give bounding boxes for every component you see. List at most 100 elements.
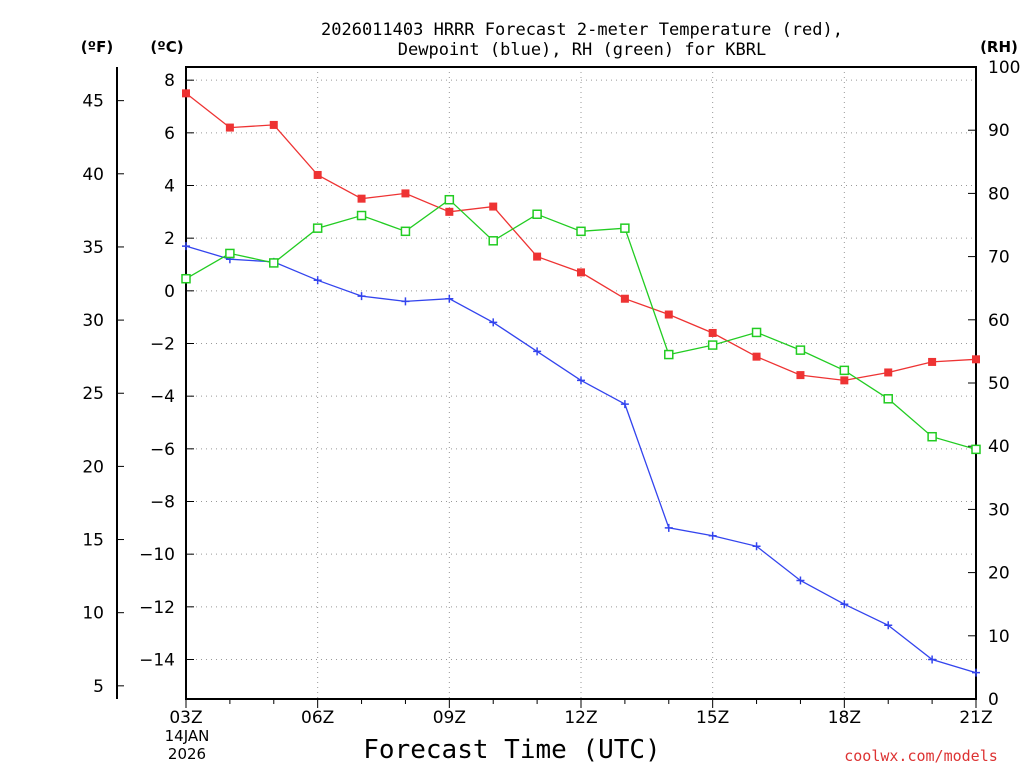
temperature-point	[664, 310, 673, 319]
temperature-point	[928, 357, 937, 366]
chart-title-line1: 2026011403 HRRR Forecast 2-meter Tempera…	[321, 20, 843, 40]
date-day-label: 14JAN	[165, 727, 210, 745]
rh-tick-label: 80	[988, 184, 1010, 204]
rh-point	[707, 340, 718, 350]
fahrenheit-unit-label: (ºF)	[81, 38, 113, 56]
axes: 4540353025201510586420−2−4−6−8−10−12−141…	[82, 58, 1020, 728]
celsius-tick-label: −4	[150, 387, 175, 407]
rh-unit-label: (RH)	[980, 38, 1018, 56]
temperature-point	[445, 207, 454, 216]
grid	[186, 67, 976, 699]
temperature-point	[533, 252, 542, 261]
rh-point	[488, 236, 498, 246]
fahrenheit-tick-label: 25	[82, 384, 104, 404]
rh-point	[576, 226, 586, 237]
celsius-tick-label: 8	[164, 71, 175, 91]
x-tick-label: 09Z	[433, 708, 466, 728]
rh-point	[927, 431, 937, 442]
dewpoint-point	[401, 297, 410, 306]
dewpoint-point	[752, 542, 761, 551]
temperature-point	[577, 268, 585, 277]
temperature-point	[225, 123, 234, 132]
fahrenheit-tick-label: 45	[82, 92, 104, 112]
celsius-unit-label: (ºC)	[150, 38, 183, 56]
rh-tick-label: 10	[988, 627, 1010, 647]
chart-title-line2: Dewpoint (blue), RH (green) for KBRL	[398, 40, 766, 60]
series-layer	[181, 89, 981, 677]
dewpoint-point	[313, 276, 322, 285]
temperature-point	[708, 328, 717, 337]
rh-point	[181, 273, 191, 284]
rh-point	[444, 194, 455, 205]
rh-point	[356, 210, 367, 221]
dewpoint-point	[840, 600, 849, 609]
watermark: coolwx.com/models	[844, 747, 998, 765]
rh-point	[883, 394, 893, 404]
rh-point	[971, 444, 981, 455]
rh-point	[400, 226, 411, 237]
rh-point	[839, 365, 850, 376]
fahrenheit-tick-label: 20	[82, 457, 104, 477]
temperature-point	[182, 89, 190, 98]
dewpoint-point	[489, 318, 498, 327]
rh-point	[620, 223, 630, 233]
rh-tick-label: 70	[988, 248, 1010, 268]
temperature-point	[401, 189, 410, 198]
temperature-point	[972, 355, 980, 364]
temperature-point	[620, 294, 629, 303]
dewpoint-point	[182, 242, 190, 251]
fahrenheit-tick-label: 40	[82, 165, 104, 185]
dewpoint-point	[796, 576, 805, 585]
celsius-tick-label: −6	[150, 440, 175, 460]
temperature-point	[269, 120, 278, 129]
celsius-tick-label: −14	[139, 651, 175, 671]
dewpoint-point	[357, 292, 366, 301]
rh-point	[795, 345, 806, 355]
rh-tick-label: 60	[988, 311, 1010, 331]
rh-point	[664, 349, 674, 360]
x-tick-label: 21Z	[959, 708, 992, 728]
temperature-point	[752, 352, 761, 361]
rh-tick-label: 20	[988, 564, 1010, 584]
rh-point	[532, 209, 542, 220]
fahrenheit-tick-label: 5	[93, 677, 104, 697]
date-year-label: 2026	[168, 745, 206, 763]
rh-tick-label: 0	[988, 690, 999, 710]
dewpoint-point	[533, 347, 542, 356]
dewpoint-point	[445, 294, 454, 303]
celsius-tick-label: −2	[150, 335, 175, 355]
dewpoint-point	[664, 523, 673, 532]
celsius-tick-label: −8	[150, 493, 175, 513]
dewpoint-point	[928, 655, 937, 664]
fahrenheit-tick-label: 35	[82, 238, 104, 258]
x-tick-label: 06Z	[301, 708, 334, 728]
rh-point	[751, 327, 762, 338]
x-tick-label: 03Z	[169, 708, 202, 728]
celsius-tick-label: 2	[164, 229, 175, 249]
rh-point	[225, 248, 235, 259]
rh-tick-label: 100	[988, 58, 1020, 78]
x-axis-label: Forecast Time (UTC)	[363, 735, 660, 765]
rh-tick-label: 30	[988, 500, 1010, 520]
dewpoint-point	[884, 621, 893, 630]
rh-tick-label: 90	[988, 121, 1010, 141]
x-tick-label: 15Z	[696, 708, 729, 728]
fahrenheit-tick-label: 15	[82, 531, 104, 551]
rh-point	[312, 223, 323, 233]
celsius-tick-label: 4	[164, 177, 175, 197]
rh-point	[269, 258, 279, 268]
temperature-point	[357, 194, 366, 203]
celsius-tick-label: 0	[164, 282, 175, 302]
fahrenheit-tick-label: 10	[82, 604, 104, 624]
dewpoint-point	[620, 400, 629, 409]
celsius-tick-label: −12	[139, 598, 175, 618]
x-tick-label: 18Z	[828, 708, 861, 728]
x-tick-label: 12Z	[564, 708, 597, 728]
dewpoint-point	[708, 531, 717, 540]
dewpoint-line	[185, 245, 977, 674]
temperature-point	[796, 371, 805, 380]
temperature-point	[840, 376, 849, 385]
dewpoint-point	[972, 668, 980, 677]
